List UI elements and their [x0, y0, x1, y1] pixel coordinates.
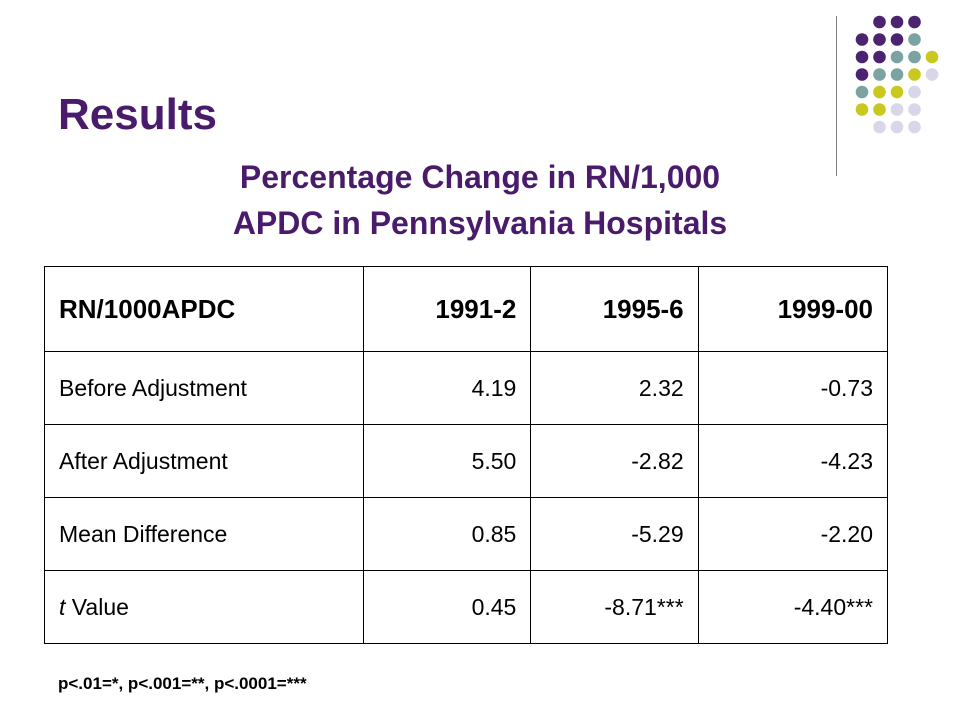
- decorative-dot: [855, 50, 869, 64]
- subtitle-line-1: Percentage Change in RN/1,000: [239, 159, 721, 195]
- cell-value: -4.40***: [697, 570, 889, 644]
- cell-value: -2.20: [697, 497, 889, 571]
- decorative-dot: [890, 103, 904, 116]
- row-label: Mean Difference: [44, 497, 364, 571]
- header-label: RN/1000APDC: [44, 266, 364, 352]
- decorative-dot: [908, 120, 921, 134]
- decorative-dot: [908, 50, 921, 64]
- slide-subtitle: Percentage Change in RN/1,000 APDC in Pe…: [80, 154, 880, 246]
- decorative-dot-grid: [855, 15, 939, 134]
- row-label: Before Adjustment: [44, 351, 364, 425]
- table-row: t Value 0.45 -8.71*** -4.40***: [44, 570, 889, 644]
- decorative-dot: [890, 50, 904, 64]
- results-table: RN/1000APDC 1991-2 1995-6 1999-00 Before…: [44, 266, 889, 644]
- row-label: t Value: [44, 570, 364, 644]
- table-row: After Adjustment 5.50 -2.82 -4.23: [44, 424, 889, 498]
- decorative-dot: [873, 33, 886, 46]
- cell-value: 5.50: [362, 424, 532, 498]
- cell-value: 2.32: [530, 351, 699, 425]
- cell-value: 0.45: [362, 570, 532, 644]
- decorative-dot: [925, 68, 939, 81]
- decorative-dot: [925, 50, 939, 64]
- decorative-dot: [908, 68, 921, 81]
- table-header-row: RN/1000APDC 1991-2 1995-6 1999-00: [44, 266, 889, 352]
- cell-value: -8.71***: [530, 570, 699, 644]
- decorative-divider-line: [836, 16, 837, 176]
- slide-title: Results: [58, 90, 217, 139]
- decorative-dot: [908, 33, 921, 46]
- decorative-dot: [890, 33, 904, 46]
- decorative-dot: [873, 120, 886, 134]
- decorative-dot: [855, 68, 869, 81]
- decorative-dot: [908, 85, 921, 99]
- cell-value: -4.23: [697, 424, 889, 498]
- decorative-dot: [890, 120, 904, 134]
- cell-value: 0.85: [362, 497, 532, 571]
- cell-value: -5.29: [530, 497, 699, 571]
- significance-footnote: p<.01=*, p<.001=**, p<.0001=***: [58, 674, 307, 693]
- decorative-dot: [890, 68, 904, 81]
- cell-value: 4.19: [362, 351, 532, 425]
- decorative-dot: [908, 15, 921, 29]
- row-label: After Adjustment: [44, 424, 364, 498]
- table-row: Mean Difference 0.85 -5.29 -2.20: [44, 497, 889, 571]
- decorative-dot: [873, 68, 886, 81]
- cell-value: -2.82: [530, 424, 699, 498]
- subtitle-line-2: APDC in Pennsylvania Hospitals: [232, 205, 728, 241]
- decorative-dot: [873, 103, 886, 116]
- decorative-dot: [855, 33, 869, 46]
- decorative-dot: [890, 15, 904, 29]
- header-1999-00: 1999-00: [697, 266, 889, 352]
- header-1995-6: 1995-6: [530, 266, 699, 352]
- decorative-dot: [908, 103, 921, 116]
- decorative-dot: [855, 103, 869, 116]
- table-row: Before Adjustment 4.19 2.32 -0.73: [44, 351, 889, 425]
- header-1991-2: 1991-2: [362, 266, 532, 352]
- cell-value: -0.73: [697, 351, 889, 425]
- decorative-dot: [873, 85, 886, 99]
- decorative-dot: [855, 85, 869, 99]
- decorative-dot: [890, 85, 904, 99]
- row-label-rest: Value: [65, 593, 129, 620]
- decorative-dot: [873, 15, 886, 29]
- row-label-italic: t: [59, 593, 66, 620]
- decorative-dot: [873, 50, 886, 64]
